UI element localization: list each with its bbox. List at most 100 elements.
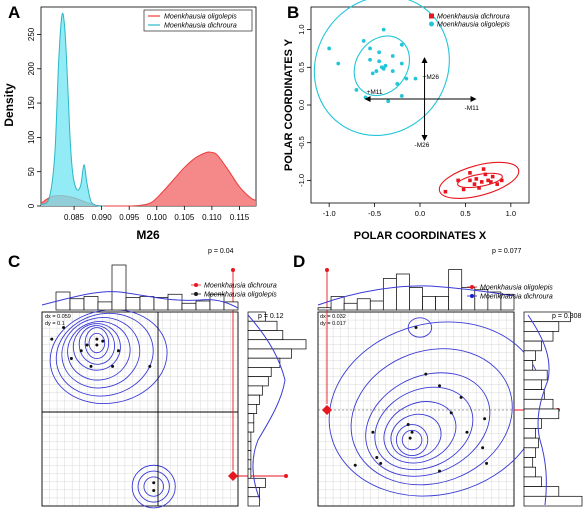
panel-b-point-oligolepis	[413, 76, 418, 81]
panel-b-point-dichroura	[481, 167, 486, 171]
panel-c-hist-right-bar	[247, 413, 255, 424]
panel-b-point-dichroura	[483, 172, 488, 177]
panel-a-xtick-label: 0.085	[64, 213, 85, 222]
panel-a-ytick-label: 100	[27, 130, 36, 144]
panel-b-scatter-chart: +M26 -M26 -M11 +M11 -1.0 -0.5 0.0 0.5 1.0 -1.0 -…	[283, 0, 530, 242]
panel-c-density-contour	[55, 312, 154, 397]
panel-c-p-top: p = 0.04	[208, 248, 234, 255]
panel-c-point	[79, 349, 83, 353]
panel-d-hist-right-bar	[523, 398, 554, 410]
panel-c-point	[62, 326, 66, 330]
panel-d-p-right: p = 0.308	[552, 313, 581, 320]
panel-c-point	[148, 364, 152, 368]
panel-c-legend-label: Moenkhausia oligolepis	[204, 292, 277, 299]
panel-a-area-oligolepis	[41, 151, 256, 207]
panel-c-hist-right-bar	[247, 385, 263, 396]
panel-c-point	[95, 343, 99, 347]
panel-b-ellipse-dichroura	[457, 172, 503, 189]
panel-d-point	[459, 395, 463, 399]
panel-a-legend: Moenkhausia oligolepis Moenkhausia dichro…	[143, 9, 253, 32]
panel-d-point	[449, 411, 453, 415]
panel-b-ellipse-oligolepis	[353, 35, 411, 97]
panel-c-hist-right-bar	[247, 376, 269, 387]
panel-d-hist-right-bar	[523, 389, 545, 400]
panel-b-point-oligolepis	[404, 76, 409, 81]
panel-a-legend-box	[143, 9, 253, 32]
panel-c-hist-top-bar	[83, 296, 99, 311]
panel-b-point-oligolepis	[399, 42, 404, 47]
panel-a-density-chart: 0.085 0.090 0.095 0.100 0.105 0.110 0.115 0 50 1…	[2, 6, 257, 242]
panel-d-legend-label: Moenkhausia dichroura	[480, 294, 553, 301]
panel-a-legend-label: Moenkhausia oligolepis	[164, 14, 237, 21]
panel-c-hist-right-bar	[247, 357, 281, 368]
panel-c-legend: Moenkhausia dichroura Moenkhausia oligole…	[191, 283, 277, 299]
panel-b-point-dichroura	[495, 182, 500, 186]
panel-d-hist-top-bar	[435, 296, 450, 311]
panel-c-bivariate-chart: p = 0.04 p = 0.12 dx = 0.059 dy = 0.1 Mo…	[41, 248, 307, 509]
panel-b-axis-label-pos-y: +M26	[423, 74, 440, 81]
panel-a-ytick-label: 0	[27, 203, 36, 208]
panel-d-density-contour	[401, 429, 423, 451]
panel-a-xtick-label: 0.095	[119, 213, 140, 222]
panel-d-hist-right-bar	[523, 495, 583, 507]
panel-c-hist-right-bar	[247, 477, 266, 488]
panel-c-density-contour	[137, 470, 170, 503]
panel-a-ytick-label: 250	[27, 27, 36, 41]
panel-c-point	[69, 357, 73, 361]
panel-b-point-oligolepis	[374, 69, 379, 73]
panel-c-hist-right-bar	[247, 404, 258, 414]
panel-d-hist-right-curve	[527, 314, 550, 506]
panel-b-xtick-label: 1.0	[506, 209, 516, 218]
panel-d-point	[424, 372, 428, 376]
panel-c-hist-top-bar	[223, 301, 239, 311]
panel-d-hist-right-bar	[523, 418, 542, 429]
panel-d-dy: dy = 0.017	[320, 321, 346, 327]
panel-letter-c: C	[8, 252, 20, 271]
panel-c-point	[152, 488, 156, 492]
panel-c-hist-right-bar	[247, 394, 260, 405]
panel-d-density-contour	[395, 424, 429, 457]
panel-b-legend-label: Moenkhausia dichroura	[437, 14, 510, 21]
panel-b-point-oligolepis	[386, 99, 391, 104]
panel-d-legend: Moenkhausia oligolepis Moenkhausia dichro…	[467, 285, 553, 301]
panel-letter-a: A	[8, 3, 20, 22]
panel-a-ytick-label: 50	[27, 167, 36, 176]
panel-c-density-contour	[143, 476, 164, 497]
panel-d-dx: dx = 0.032	[320, 314, 346, 320]
panel-letter-d: D	[293, 252, 305, 271]
panel-c-point	[111, 364, 115, 368]
panel-d-hist-right-bar	[523, 457, 534, 468]
panel-b-ytick-label: 0.0	[297, 100, 306, 110]
panel-c-hist-top-bar	[97, 301, 113, 311]
panel-b-xlabel: POLAR COORDINATES X	[354, 230, 487, 242]
panel-d-hist-right-bar	[523, 360, 534, 371]
panel-c-dx: dx = 0.059	[45, 314, 71, 320]
panel-c-density-contour	[78, 325, 116, 365]
panel-b-axis-label-neg-y: -M26	[415, 142, 430, 149]
panel-b-ytick-label: -0.5	[297, 136, 306, 149]
panel-b-point-oligolepis	[399, 94, 404, 98]
panel-d-point	[438, 469, 442, 473]
panel-d-point	[406, 423, 410, 427]
panel-d-hist-right-bar	[523, 350, 536, 361]
panel-d-hist-right-bar	[523, 437, 539, 449]
panel-d-hist-right-bar	[523, 408, 560, 420]
panel-c-density-contour	[84, 327, 110, 360]
panel-d-point	[410, 430, 414, 434]
panel-b-point-oligolepis	[361, 39, 366, 43]
panel-a-xlabel: M26	[136, 228, 160, 242]
panel-d-hist-top-bar	[382, 278, 397, 311]
panel-c-point	[116, 349, 120, 353]
panel-b-axis-label-pos-x: -M11	[465, 105, 480, 112]
panel-c-diamond-marker	[228, 471, 238, 481]
panel-a-legend-label: Moenkhausia dichroura	[164, 23, 237, 30]
panel-d-point	[353, 463, 357, 467]
panel-b-ellipse-oligolepis	[313, 0, 450, 136]
panel-d-hist-right-bar	[523, 486, 560, 497]
panel-d-density-contour	[374, 386, 474, 471]
panel-a-xtick-label: 0.105	[174, 213, 195, 222]
panel-c-density-contour	[72, 323, 121, 371]
panel-d-p-top: p = 0.077	[492, 248, 521, 255]
panel-b-point-oligolepis	[395, 81, 400, 86]
